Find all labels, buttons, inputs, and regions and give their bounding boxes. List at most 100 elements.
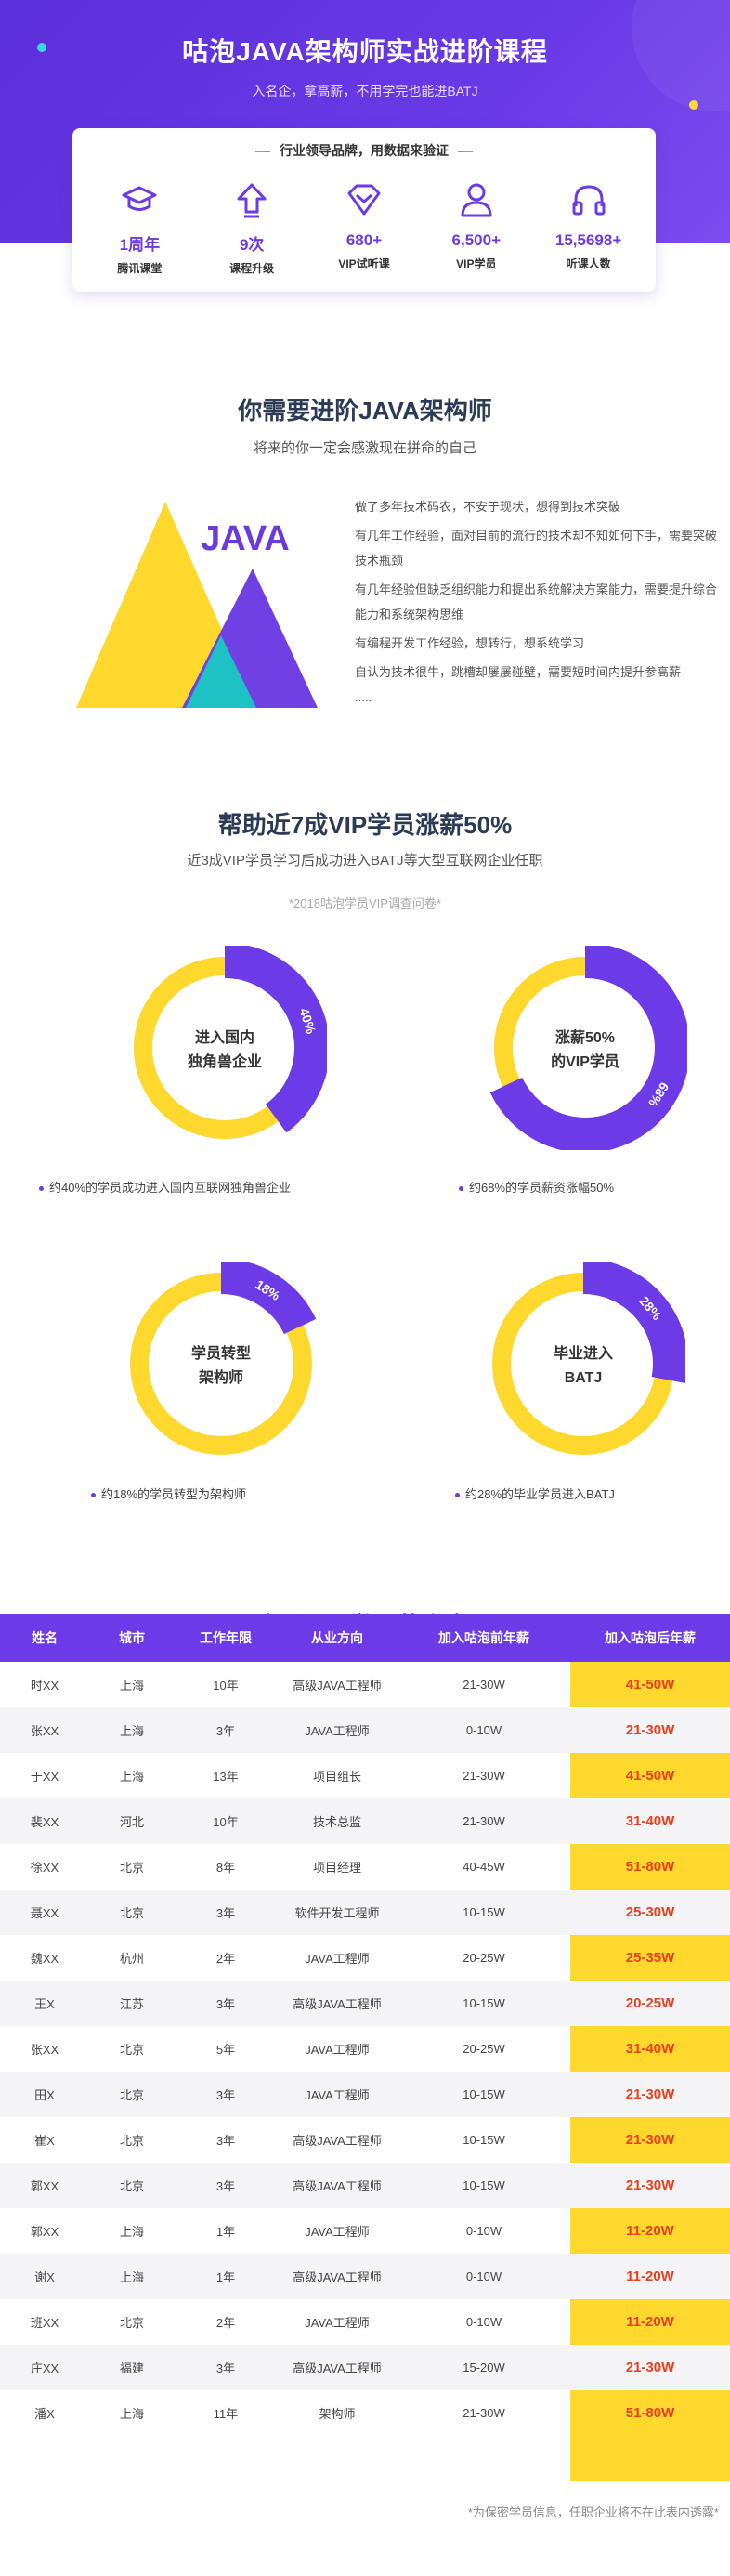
table-cell: JAVA工程师 — [305, 2316, 370, 2330]
table-cell: 3年 — [215, 2088, 236, 2102]
header-cell: 从业方向 — [311, 1630, 363, 1645]
table-cell: 11-20W — [626, 2314, 674, 2330]
table-cell: 2年 — [215, 2316, 236, 2330]
hero-subtitle: 入名企，拿高薪，不用学完也能进BATJ — [252, 84, 478, 98]
table-cell: 聂XX — [30, 1906, 59, 1920]
table-cell: 10-15W — [463, 2133, 505, 2147]
table-cell: 杭州 — [119, 1952, 144, 1966]
table-cell: 徐XX — [30, 1861, 59, 1875]
table-cell: 10-15W — [463, 1996, 505, 2010]
table-cell: 郭XX — [30, 2225, 59, 2239]
survey-note: *2018咕泡学员VIP调查问卷* — [289, 896, 441, 910]
table-cell: 31-40W — [625, 2041, 675, 2057]
table-row: 潘X 上海 11年 架构师 21-30W 51-80W — [0, 2390, 730, 2436]
table-cell: 高级JAVA工程师 — [293, 1679, 382, 1693]
table-cell: 10-15W — [463, 2178, 505, 2192]
stat-item: 680+ VIP试听课 — [313, 180, 415, 276]
donut-center-label: 独角兽企业 — [188, 1053, 262, 1070]
table-cell: 上海 — [119, 2225, 144, 2239]
donut-center-label: BATJ — [565, 1370, 603, 1386]
table-cell: 2年 — [215, 1952, 236, 1966]
table-cell: 裴XX — [30, 1815, 59, 1829]
table-row: 田X 北京 3年 JAVA工程师 10-15W 21-30W — [0, 2072, 730, 2117]
table-cell: 25-35W — [625, 1950, 675, 1966]
table-cell: 技术总监 — [312, 1815, 361, 1829]
table-cell: 21-30W — [463, 1814, 505, 1828]
table-cell: 3年 — [215, 1906, 236, 1920]
table-cell: 张XX — [30, 1724, 59, 1738]
table-cell: 高级JAVA工程师 — [293, 2134, 382, 2148]
table-cell: 11-20W — [626, 2269, 674, 2284]
donut-center-label: 进入国内 — [195, 1028, 254, 1046]
stat-item: 9次 课程升级 — [201, 180, 303, 276]
table-cell: 谢X — [34, 2270, 55, 2284]
table-row: 张XX 北京 5年 JAVA工程师 20-25W 31-40W — [0, 2026, 730, 2072]
table-cell: 高级JAVA工程师 — [293, 2179, 382, 2193]
donut-center-label: 学员转型 — [191, 1344, 251, 1362]
donut-center-label: 架构师 — [198, 1368, 243, 1386]
decor-dot — [37, 43, 46, 52]
table-cell: 51-80W — [625, 1859, 675, 1875]
table-cell: 10年 — [213, 1679, 239, 1693]
table-cell: 21-30W — [625, 1722, 675, 1738]
donut-note-1: 约40%的学员成功进入国内互联网独角兽企业 — [39, 1178, 291, 1196]
table-row: 郭XX 上海 1年 JAVA工程师 0-10W 11-20W — [0, 2208, 730, 2254]
table-row: 于XX 上海 13年 项目组长 21-30W 41-50W — [0, 1753, 730, 1798]
table-cell: 王X — [34, 1997, 55, 2011]
table-cell: 时XX — [30, 1679, 59, 1693]
table-cell: 0-10W — [465, 1723, 502, 1737]
donut-chart-1: 40% 进入国内 独角兽企业 — [85, 943, 364, 1155]
table-cell: 5年 — [215, 2043, 236, 2057]
table-cell: 高级JAVA工程师 — [293, 1997, 382, 2011]
table-row: 时XX 上海 10年 高级JAVA工程师 21-30W 41-50W — [0, 1662, 730, 1707]
table-cell: 项目组长 — [312, 1770, 361, 1784]
table-cell: 20-25W — [463, 1951, 505, 1965]
table-cell: 于XX — [30, 1770, 59, 1784]
donut-note-4: 约28%的毕业学员进入BATJ — [455, 1484, 615, 1502]
table-row: 聂XX 北京 3年 软件开发工程师 10-15W 25-30W — [0, 1890, 730, 1935]
stat-label: VIP试听课 — [338, 257, 390, 270]
pain-point: 有几年经验但缺乏组织能力和提出系统解决方案能力，需要提升综合 — [355, 582, 718, 596]
stat-label: 课程升级 — [229, 262, 275, 275]
table-row: 魏XX 杭州 2年 JAVA工程师 20-25W 25-35W — [0, 1935, 730, 1981]
need-subtitle: 将来的你一定会感激现在拼命的自己 — [253, 440, 476, 456]
table-cell: 21-30W — [625, 2360, 675, 2375]
table-cell: 北京 — [119, 1861, 144, 1875]
table-cell: 北京 — [119, 2088, 144, 2102]
table-cell: 25-30W — [625, 1904, 675, 1920]
donut-ring: 68%涨薪50%的VIP学员 — [489, 943, 690, 1153]
table-cell: 项目经理 — [312, 1861, 361, 1875]
donut-note-3: 约18%的学员转型为架构师 — [91, 1484, 246, 1502]
header-cell: 工作年限 — [200, 1630, 252, 1645]
diamond-icon — [347, 184, 381, 216]
upload-arrow-icon — [237, 183, 267, 218]
java-logo: JAVA — [76, 502, 318, 708]
salary-title: 帮助近7成VIP学员涨薪50% — [217, 811, 513, 839]
decor-dot — [689, 100, 698, 110]
need-section: 你需要进阶JAVA架构师 将来的你一定会感激现在拼命的自己 — [0, 392, 730, 457]
table-cell: 上海 — [119, 2407, 144, 2421]
table-cell: 魏XX — [30, 1952, 59, 1966]
table-cell: JAVA工程师 — [305, 1724, 370, 1738]
header-cell: 姓名 — [32, 1630, 58, 1645]
donut-segment — [489, 943, 690, 1153]
table-row: 王X 江苏 3年 高级JAVA工程师 10-15W 20-25W — [0, 1981, 730, 2026]
header-cell: 城市 — [119, 1630, 145, 1645]
table-cell: 51-80W — [625, 2405, 675, 2421]
table-cell: 3年 — [215, 1724, 236, 1738]
table-cell: 0-10W — [465, 2315, 502, 2329]
table-row: 班XX 北京 2年 JAVA工程师 0-10W 11-20W — [0, 2299, 730, 2345]
salary-section: 帮助近7成VIP学员涨薪50% 近3成VIP学员学习后成功进入BATJ等大型互联… — [0, 806, 730, 911]
table-cell: 高级JAVA工程师 — [293, 2361, 382, 2375]
donut-chart-2: 68% 涨薪50% 的VIP学员 — [446, 943, 724, 1155]
table-row: 谢X 上海 1年 高级JAVA工程师 0-10W 11-20W — [0, 2254, 730, 2299]
table-cell: 20-25W — [463, 2042, 505, 2056]
table-row: 崔X 北京 3年 高级JAVA工程师 10-15W 21-30W — [0, 2117, 730, 2163]
stat-item: 15,5698+ 听课人数 — [538, 180, 640, 276]
table-cell: 11年 — [213, 2407, 239, 2421]
stat-item: 1周年 腾讯课堂 — [88, 180, 190, 276]
pain-point: 技术瓶颈 — [355, 554, 404, 568]
